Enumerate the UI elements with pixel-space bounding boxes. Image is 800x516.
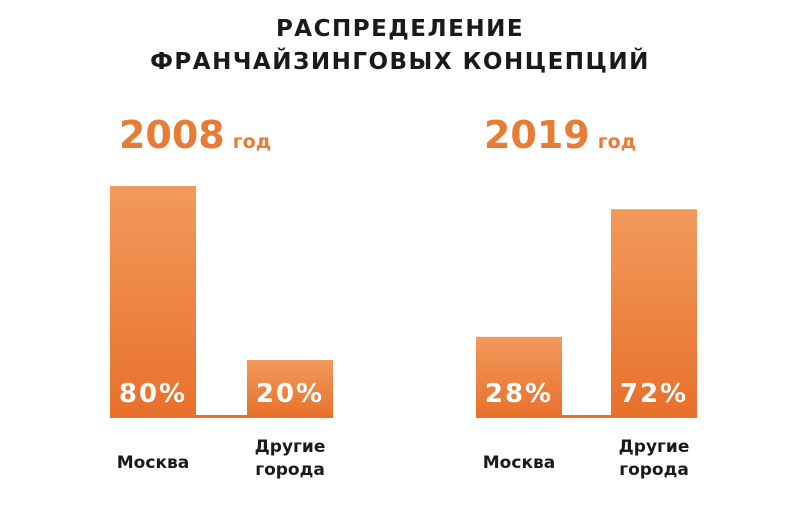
- chart-panel-2008: 2008 год 80% Москва 20% Другие города: [110, 113, 333, 480]
- chart-panel-2019: 2019 год 28% Москва 72% Другие города: [476, 113, 697, 480]
- category-label-line: Москва: [117, 453, 189, 473]
- category-label-line: города: [255, 460, 325, 480]
- bar-moscow: [110, 186, 196, 418]
- data-label: 20%: [256, 379, 324, 409]
- year-unit: год: [233, 131, 271, 153]
- data-label: 72%: [620, 379, 688, 409]
- year-value: 2008: [119, 113, 225, 157]
- data-label: 28%: [485, 379, 553, 409]
- chart-title-line-1: РАСПРЕДЕЛЕНИЕ: [275, 16, 525, 42]
- year-heading: 2019 год: [484, 113, 636, 157]
- year-heading: 2008 год: [119, 113, 271, 157]
- category-label: Другие города: [255, 437, 326, 480]
- category-label-line: Другие: [255, 437, 326, 457]
- category-label: Москва: [117, 453, 189, 473]
- bar-other-cities: [247, 360, 333, 418]
- year-unit: год: [598, 131, 636, 153]
- category-label: Москва: [483, 453, 555, 473]
- data-label: 80%: [119, 379, 187, 409]
- category-label-line: города: [619, 460, 689, 480]
- year-value: 2019: [484, 113, 590, 157]
- bar-moscow: [476, 336, 562, 418]
- category-label-line: Москва: [483, 453, 555, 473]
- chart-title-line-2: ФРАНЧАЙЗИНГОВЫХ КОНЦЕПЦИЙ: [150, 49, 650, 75]
- category-label-line: Другие: [619, 437, 690, 457]
- bar-other-cities: [611, 209, 697, 418]
- category-label: Другие города: [619, 437, 690, 480]
